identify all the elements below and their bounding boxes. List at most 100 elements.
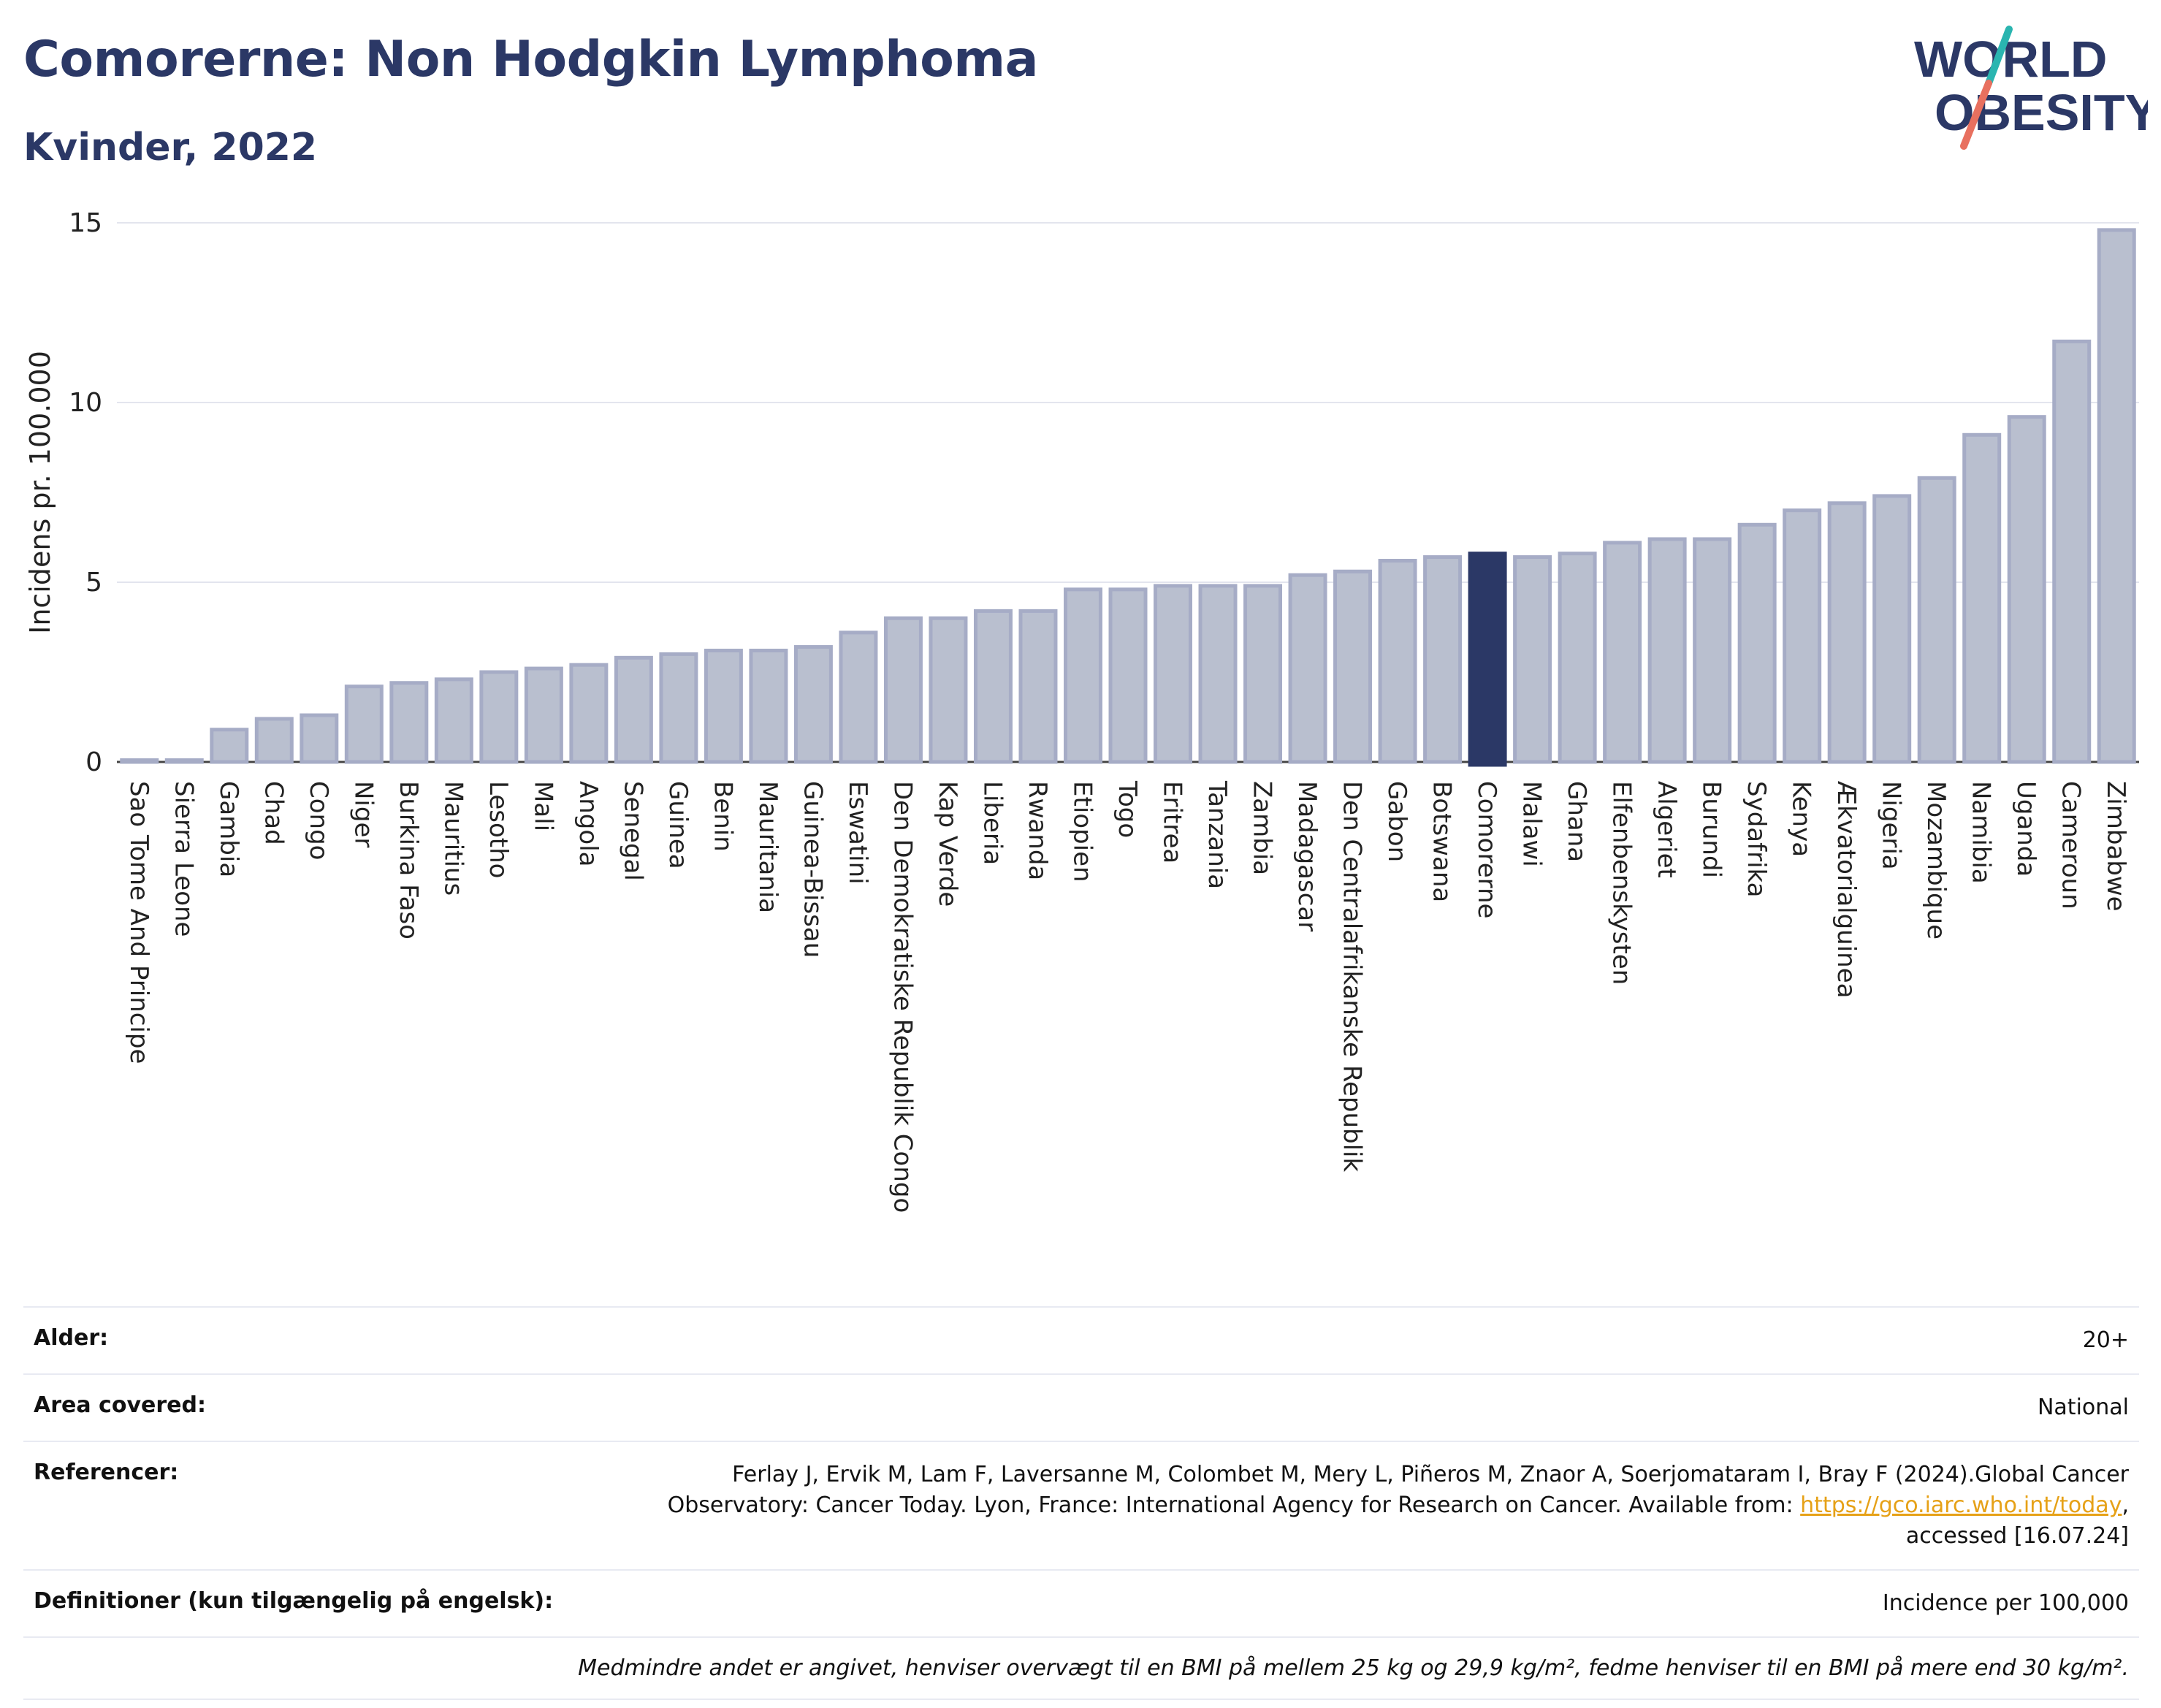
x-tick-label: Sao Tome And Principe [124,781,153,1064]
definitions-value: Incidence per 100,000 [1882,1590,2129,1616]
x-tick-label: Comorerne [1472,781,1501,918]
bar [1333,569,1373,764]
bar [704,648,743,764]
y-tick-label: 5 [85,568,102,598]
bar [1018,609,1058,764]
bar [793,645,833,764]
x-tick-label: Den Demokratiske Republik Congo [888,781,917,1213]
x-tick-label: Nigeria [1877,781,1906,870]
age-value: 20+ [2082,1327,2129,1353]
area-label: Area covered: [34,1392,206,1418]
x-tick-label: Eritrea [1158,781,1187,863]
x-tick-label: Sydafrika [1742,781,1771,897]
bar [479,670,519,764]
x-tick-label: Botswana [1428,781,1457,902]
x-tick-label: Malawi [1517,781,1547,867]
x-tick-label: Benin [708,781,737,852]
bar [300,713,339,764]
logo-word-world: WORLD [1914,31,2107,88]
x-tick-label: Elfenbenskysten [1607,781,1636,985]
bar [1154,584,1193,764]
bar [1917,476,1956,764]
x-tick-label: Senegal [618,781,647,881]
bar [210,728,249,764]
bar [1423,555,1463,764]
age-row: Alder: 20+ [23,1306,2139,1375]
bar [1962,432,2002,764]
bar [254,717,294,764]
bar [344,685,384,764]
info-table: Alder: 20+ Area covered: National Refere… [23,1306,2139,1700]
x-tick-label: Lesotho [484,781,513,878]
bar [883,616,923,764]
x-tick-label: Kap Verde [933,781,962,907]
x-tick-label: Zimbabwe [2101,781,2130,912]
bar [1378,558,1417,764]
world-obesity-logo: WORLD OBESITY [1914,26,2148,150]
bar-chart: 0 5 10 15 Incidens pr. 100.000 Sao Tome And P… [24,208,2139,1213]
x-tick-label: Namibia [1967,781,1996,884]
references-suffix: , accessed [16.07.24] [1905,1492,2129,1549]
references-link[interactable]: https://gco.iarc.who.int/today [1800,1492,2122,1518]
x-tick-label: Mali [528,781,557,831]
bar [524,666,563,764]
x-tick-label: Kenya [1787,781,1816,857]
bar [434,677,473,764]
bar [1872,494,1912,764]
x-tick-label: Zambia [1248,781,1277,875]
area-value: National [2037,1395,2129,1420]
definitions-label: Definitioner (kun tilgængelig på engelsk… [34,1588,554,1614]
definitions-row: Definitioner (kun tilgængelig på engelsk… [23,1571,2139,1638]
bar [1603,541,1642,764]
x-tick-label: Rwanda [1023,781,1052,880]
bar [1198,584,1238,764]
bar [2007,415,2046,764]
bar [1827,501,1867,764]
bar [1108,587,1148,764]
bar [1558,552,1597,764]
x-tick-label: Eswatini [843,781,872,885]
y-axis-title: Incidens pr. 100.000 [24,351,56,634]
bar [164,758,204,764]
bar [1063,587,1102,764]
x-tick-label: Mauritania [753,781,782,913]
bar [973,609,1013,764]
x-tick-label: Togo [1113,780,1142,838]
x-tick-label: Gabon [1382,781,1411,862]
bar [2052,339,2092,764]
bar [659,652,698,764]
bmi-footnote: Medmindre andet er angivet, henviser ove… [23,1638,2139,1700]
bar [1513,555,1552,764]
x-tick-label: Den Centralafrikanske Republik [1338,781,1367,1172]
x-tick-label: Mozambique [1921,781,1951,939]
x-tick-label: Algeriet [1652,781,1681,878]
x-tick-label: Cameroun [2057,781,2086,910]
bar [1693,537,1732,764]
x-tick-label: Ækvatorialguinea [1832,781,1861,998]
area-row: Area covered: National [23,1375,2139,1442]
bar [1468,552,1507,767]
x-tick-label: Burkina Faso [394,781,423,939]
y-tick-label: 10 [69,388,102,418]
x-tick-label: Uganda [2011,781,2040,877]
bar [1288,573,1327,764]
logo-slash-coral [1960,80,1992,150]
x-tick-label: Congo [304,781,333,860]
x-tick-label: Guinea-Bissau [798,781,827,958]
y-tick-label: 0 [85,747,102,777]
bar [389,681,429,764]
bar [839,630,878,764]
x-tick-label: Niger [348,781,378,847]
bar [1737,522,1777,764]
references-value: Ferlay J, Ervik M, Lam F, Laversanne M, … [595,1460,2129,1552]
age-label: Alder: [34,1325,109,1351]
x-tick-label: Gambia [214,781,243,877]
bar [749,648,788,764]
bar [1647,537,1687,764]
x-tick-label: Tanzania [1203,780,1232,889]
chart-title: Comorerne: Non Hodgkin Lymphoma [23,31,1039,88]
bar [2097,228,2136,764]
bar [1783,508,1822,764]
x-tick-label: Ghana [1562,781,1591,862]
bar [120,758,159,764]
